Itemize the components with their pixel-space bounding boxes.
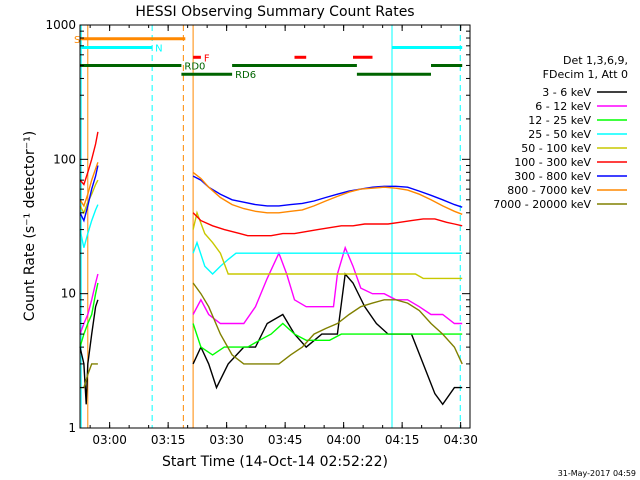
- flag-label-2: F: [204, 53, 210, 64]
- x-axis: 03:00 03:15 03:30 03:45 04:00 04:15 04:30: [89, 25, 478, 447]
- x-axis-label: Start Time (14-Oct-14 02:52:22): [162, 454, 388, 470]
- footer-date: 31-May-2017 04:59: [558, 469, 636, 478]
- series-line-0-0: [79, 299, 99, 405]
- legend-header-0: Det 1,3,6,9,: [563, 54, 628, 67]
- flag-label-1: N: [155, 43, 162, 54]
- series-line-1-1: [192, 245, 463, 325]
- series-line-8-0: [80, 363, 98, 389]
- legend-label-4: 50 - 100 keV: [521, 142, 591, 155]
- x-tick-label-4: 04:00: [326, 433, 361, 447]
- legend-label-8: 7000 - 20000 keV: [493, 198, 591, 211]
- y-axis: 1 10 100 1000: [45, 18, 470, 435]
- legend-label-1: 6 - 12 keV: [535, 100, 591, 113]
- x-tick-label-5: 04:15: [385, 433, 420, 447]
- x-tick-label-6: 04:30: [443, 433, 478, 447]
- flag-label-0: S: [74, 35, 80, 46]
- series-line-3-1: [192, 240, 463, 275]
- series-line-7-1: [192, 171, 463, 215]
- y-tick-label-3: 1000: [45, 18, 76, 32]
- x-tick-label-0: 03:00: [92, 433, 127, 447]
- series-line-8-1: [192, 282, 463, 365]
- series-line-2-1: [192, 322, 463, 356]
- legend-label-3: 25 - 50 keV: [528, 128, 591, 141]
- plot-frame: [79, 24, 471, 429]
- flag-label-3: RD0: [184, 61, 205, 72]
- x-tick-label-2: 03:30: [209, 433, 244, 447]
- series-line-2-0: [79, 282, 99, 348]
- legend-label-2: 12 - 25 keV: [528, 114, 591, 127]
- chart-title: HESSI Observing Summary Count Rates: [135, 4, 414, 20]
- series-line-0-1: [192, 272, 463, 406]
- legend-header-1: FDecim 1, Att 0: [543, 68, 628, 81]
- series-line-4-0: [79, 179, 99, 215]
- y-tick-label-0: 1: [68, 421, 76, 435]
- y-axis-label: Count Rate (s⁻¹ detector⁻¹): [22, 131, 38, 321]
- series-line-5-1: [192, 212, 463, 237]
- series-line-1-0: [79, 273, 99, 335]
- x-tick-label-3: 03:45: [268, 433, 303, 447]
- y-tick-label-1: 10: [61, 287, 76, 301]
- series-line-6-0: [79, 165, 99, 223]
- series-line-6-1: [192, 175, 463, 208]
- legend-label-7: 800 - 7000 keV: [507, 184, 591, 197]
- x-tick-label-1: 03:15: [151, 433, 186, 447]
- y-tick-label-2: 100: [53, 152, 76, 166]
- series-line-5-0: [79, 131, 99, 186]
- flag-label-4: RD6: [235, 70, 256, 81]
- legend-label-0: 3 - 6 keV: [542, 86, 591, 99]
- series-line-3-0: [79, 204, 99, 248]
- series-line-4-1: [192, 210, 463, 280]
- legend-label-6: 300 - 800 keV: [514, 170, 591, 183]
- legend-label-5: 100 - 300 keV: [514, 156, 591, 169]
- series-line-7-0: [79, 162, 99, 208]
